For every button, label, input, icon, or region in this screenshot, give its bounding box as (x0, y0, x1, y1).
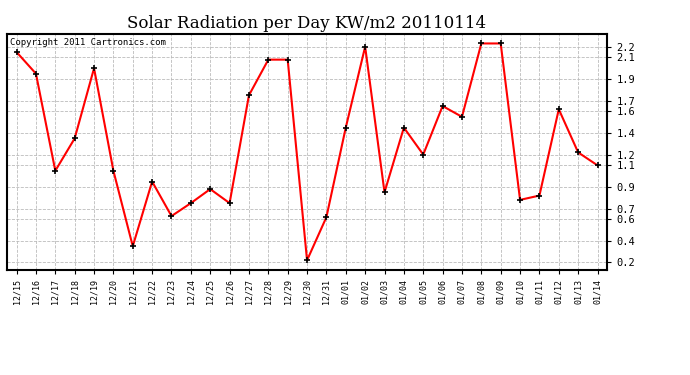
Text: Copyright 2011 Cartronics.com: Copyright 2011 Cartronics.com (10, 39, 166, 48)
Title: Solar Radiation per Day KW/m2 20110114: Solar Radiation per Day KW/m2 20110114 (128, 15, 486, 32)
